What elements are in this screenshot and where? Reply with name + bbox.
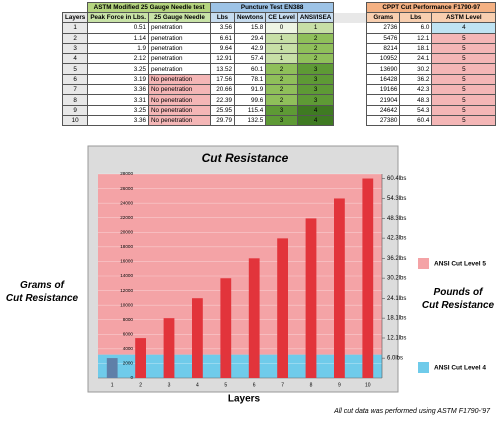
legend-label: ANSI Cut Level 5	[434, 261, 486, 268]
bar	[248, 258, 260, 378]
table-cell: 10	[61, 114, 89, 127]
table-row: ASTM Modified 25 Gauge Needle test Punctu…	[63, 2, 497, 13]
y-tick-label: 4000	[123, 346, 134, 351]
bar	[305, 218, 317, 378]
table-cell: 5	[431, 114, 497, 127]
bar	[334, 198, 345, 378]
y2-tick-label: 48.3lbs	[387, 216, 406, 222]
legend-swatch	[418, 258, 429, 269]
x-tick-label: 8	[310, 382, 313, 388]
chart-title: Cut Resistance	[202, 151, 289, 165]
y2-axis-label: Pounds of Cut Resistance	[422, 287, 495, 311]
x-tick-label: 4	[196, 382, 199, 388]
y2-axis-label-line: Cut Resistance	[422, 300, 495, 311]
y-tick-label: 18000	[120, 244, 133, 249]
table-cell: 4	[296, 114, 335, 127]
y2-tick-label: 30.2lbs	[387, 276, 406, 282]
x-tick-label: 3	[168, 382, 171, 388]
y2-tick-label: 6.0lbs	[387, 356, 403, 362]
x-tick-label: 1	[111, 382, 114, 388]
y-tick-label: 10000	[120, 302, 133, 307]
x-tick-label: 9	[338, 382, 341, 388]
x-axis-label: Layers	[228, 394, 261, 405]
legend-swatch	[418, 362, 429, 373]
bar	[277, 238, 288, 378]
y-tick-label: 22000	[120, 215, 133, 220]
y2-tick-label: 18.1lbs	[387, 316, 406, 322]
bar	[135, 338, 146, 378]
x-tick-label: 5	[224, 382, 227, 388]
y2-tick-label: 54.3lbs	[387, 196, 406, 202]
table-row: 4 2.12 penetration 12.91 57.4 1 2 10952 24.1 5	[61, 53, 497, 65]
table-cell: 3	[265, 114, 298, 127]
table-row: Layers Peak Force in Lbs. 25 Gauge Needle L…	[61, 11, 497, 24]
x-tick-label: 6	[253, 382, 256, 388]
y-tick-label: 12000	[120, 288, 133, 293]
y-tick-label: 28000	[120, 171, 133, 176]
x-tick-label: 7	[281, 382, 284, 388]
y2-tick-label: 24.1lbs	[387, 296, 406, 302]
table-cell: 132.5	[233, 114, 267, 127]
y-tick-label: 16000	[120, 259, 133, 264]
footnote: All cut data was performed using ASTM F1…	[333, 408, 491, 415]
y2-axis-label-line: Pounds of	[434, 287, 485, 298]
y-tick-label: 6000	[123, 332, 134, 337]
table-row: 8 3.31 No penetration 22.39 99.6 2 3 21904 48.3 5	[61, 94, 497, 106]
data-table: ASTM Modified 25 Gauge Needle test Punctu…	[61, 2, 497, 127]
bar	[220, 278, 232, 378]
y2-tick-label: 60.4lbs	[387, 176, 406, 182]
x-tick-label: 10	[365, 382, 371, 388]
y-tick-label: 20000	[120, 230, 133, 235]
y-axis-label: Grams of Cut Resistance	[6, 280, 79, 304]
y-axis-label-line: Grams of	[20, 280, 66, 291]
legend-label: ANSI Cut Level 4	[434, 365, 486, 372]
bar	[362, 178, 374, 378]
y-tick-label: 14000	[120, 273, 133, 278]
y-tick-label: 2000	[123, 361, 134, 366]
x-tick-label: 2	[139, 382, 142, 388]
y-tick-label: 24000	[120, 200, 133, 205]
y-axis-label-line: Cut Resistance	[6, 293, 79, 304]
y-tick-label: 8000	[123, 317, 134, 322]
spacer	[333, 12, 367, 23]
bar	[163, 318, 175, 378]
y2-tick-label: 36.2lbs	[387, 256, 406, 262]
y2-tick-label: 12.1lbs	[387, 336, 406, 342]
bar	[192, 298, 203, 378]
bar	[106, 358, 118, 378]
table-row: 2 1.14 penetration 6.61 29.4 1 2 5476 12.1 5	[61, 32, 497, 44]
y2-tick-label: 42.3lbs	[387, 236, 406, 242]
table-row: 10 3.36 No penetration 29.79 132.5 3 4 27380 60.…	[61, 114, 497, 127]
y-tick-label: 26000	[120, 186, 133, 191]
